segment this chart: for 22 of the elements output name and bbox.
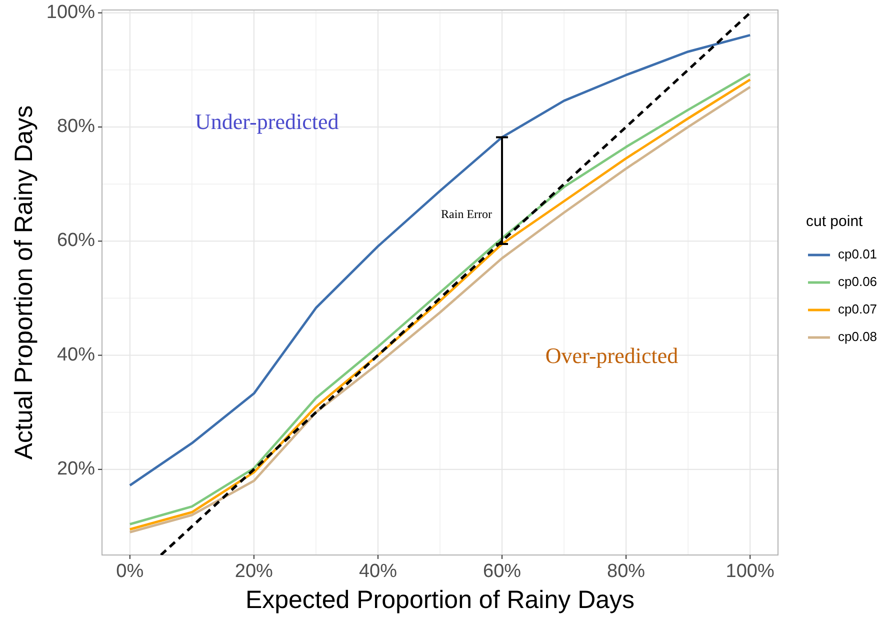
line-series [128,34,752,487]
legend-label: cp0.08 [838,328,878,344]
y-axis-title: Actual Proportion of Rainy Days [10,105,38,460]
annotation: Over-predicted [545,343,678,368]
legend-title: cut point [806,213,864,230]
x-tick-label: 20% [234,561,274,582]
legend-label: cp0.07 [838,301,878,316]
annotation: Rain Error [441,207,492,222]
y-tick-label: 100% [46,2,96,23]
legend-label: cp0.06 [838,274,878,289]
annotation: Under-predicted [195,109,339,134]
y-tick-label: 40% [56,344,96,366]
x-tick-label: 0% [116,561,144,582]
legend-label: cp0.01 [838,246,878,262]
y-tick-label: 20% [56,458,96,480]
y-tick-label: 80% [56,116,96,138]
x-tick-label: 100% [726,561,774,582]
y-tick-label: 60% [56,230,96,252]
x-tick-label: 40% [358,561,398,582]
x-tick-label: 60% [483,561,522,582]
x-tick-label: 80% [607,561,646,582]
x-axis-title: Expected Proportion of Rainy Days [245,586,635,614]
